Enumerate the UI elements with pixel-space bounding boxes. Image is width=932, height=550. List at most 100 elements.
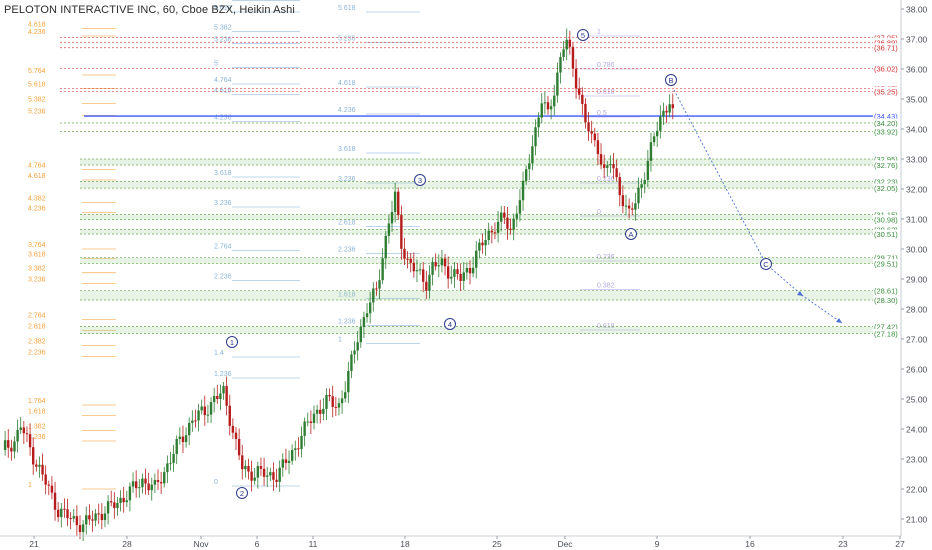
candle-body	[325, 394, 328, 409]
price-axis[interactable]: 21.00 22.00 23.00 24.00 25.00 26.00 27.00 28.00…	[900, 0, 932, 550]
fib-orange-label: 3.618	[28, 252, 46, 259]
price-tick-label: 36.00	[906, 65, 928, 75]
candle-body	[599, 154, 603, 165]
candle-body	[365, 313, 369, 318]
candle-body	[602, 164, 606, 168]
fib-retrace-label: 0.618	[597, 89, 615, 96]
candle-body	[468, 268, 472, 274]
fib-blue-left-label: 5.236	[214, 37, 232, 44]
candle-body	[422, 269, 425, 282]
price-label-bg	[873, 253, 900, 263]
candle-body	[91, 519, 94, 521]
candle-body	[306, 421, 309, 423]
candle-body	[515, 213, 518, 219]
candle-body	[88, 515, 91, 520]
candle-body	[50, 485, 54, 493]
candle-body	[593, 133, 596, 141]
wave-label: C	[763, 260, 769, 269]
candle-body	[509, 228, 512, 230]
price-label: (27.18)	[874, 330, 898, 339]
price-tick-label: 27.00	[906, 335, 928, 345]
candle-body	[25, 433, 29, 435]
candle-body	[297, 448, 300, 450]
candle-body	[253, 477, 256, 481]
price-label: (28.61)	[874, 287, 898, 296]
candle-body	[456, 269, 459, 275]
candle-body	[418, 269, 422, 271]
candle-body	[359, 326, 362, 343]
wave-marker	[760, 258, 772, 270]
candle-body	[372, 288, 375, 303]
price-label-bg	[873, 329, 900, 339]
fib-blue-left-label: 4.618	[214, 88, 232, 95]
candle-body	[222, 386, 225, 394]
candle-body	[312, 413, 316, 423]
candle-body	[409, 258, 412, 263]
wave-marker	[226, 336, 238, 348]
candle-body	[72, 516, 75, 519]
support-zone	[80, 159, 900, 165]
fib-blue-mid-label: 2.618	[338, 220, 356, 227]
candle-body	[97, 513, 100, 515]
candle-body	[247, 466, 250, 472]
time-axis[interactable]: 21 28 Nov 6 11 18 25 Dec 9 16 23 27	[0, 535, 905, 549]
candle-body	[319, 409, 322, 414]
candle-body	[272, 472, 275, 480]
candle-body	[415, 270, 419, 272]
candle-body	[122, 497, 125, 503]
projection-arrowhead	[797, 291, 803, 296]
price-label-bg	[873, 183, 900, 193]
candle-body	[284, 459, 288, 463]
time-tick-label: Nov	[193, 539, 209, 549]
candle-body	[134, 481, 138, 489]
fib-orange-label: 3.764	[28, 242, 46, 249]
time-tick-label: 27	[895, 539, 905, 549]
candle-body	[524, 169, 528, 181]
fib-blue-left-label: 4.236	[214, 115, 232, 122]
price-tick-label: 30.00	[906, 245, 928, 255]
candle-body	[188, 422, 191, 436]
price-label: (29.51)	[874, 260, 898, 269]
candle-body	[621, 195, 625, 207]
fib-blue-mid-label: 2.236	[338, 247, 356, 254]
candle-body	[144, 478, 147, 484]
candle-body	[231, 425, 235, 433]
support-zone	[80, 290, 900, 300]
candle-body	[521, 180, 525, 201]
price-tick-label: 21.00	[906, 515, 928, 525]
fib-orange-label: 4.618	[28, 22, 46, 29]
candle-body	[403, 248, 406, 259]
fib-orange-label: 2.236	[28, 349, 46, 356]
candle-body	[159, 482, 163, 484]
candle-body	[303, 421, 306, 436]
price-label: (36.71)	[874, 44, 898, 53]
candle-body	[493, 232, 497, 234]
time-tick-label: 28	[122, 539, 132, 549]
fib-orange-label: 3.382	[28, 266, 46, 273]
price-label: (36.89)	[874, 38, 898, 47]
candle-body	[531, 146, 534, 164]
wave-marker	[414, 174, 426, 186]
candle-body	[443, 258, 447, 267]
elliott-wave-labels: 1 2 3 4 5 A B C	[226, 29, 772, 499]
price-label-bg	[873, 37, 900, 47]
price-label-bg	[873, 210, 900, 219]
candle-body	[356, 342, 359, 351]
fib-orange-label: 4.382	[28, 196, 46, 203]
candle-body	[643, 179, 646, 185]
candle-body	[553, 95, 556, 107]
candle-body	[631, 208, 634, 210]
candle-body	[668, 104, 671, 113]
price-label-bg	[873, 118, 900, 128]
candle-body	[596, 140, 600, 155]
candle-body	[44, 474, 47, 485]
price-tick-label: 23.00	[906, 455, 928, 465]
wave-label: B	[668, 76, 673, 85]
projection-arrowhead	[836, 318, 842, 323]
candle-body	[609, 164, 612, 166]
fib-blue-mid-label: 1	[338, 337, 342, 344]
candle-body	[671, 104, 674, 109]
candle-body	[462, 272, 465, 281]
candle-body	[60, 508, 63, 518]
